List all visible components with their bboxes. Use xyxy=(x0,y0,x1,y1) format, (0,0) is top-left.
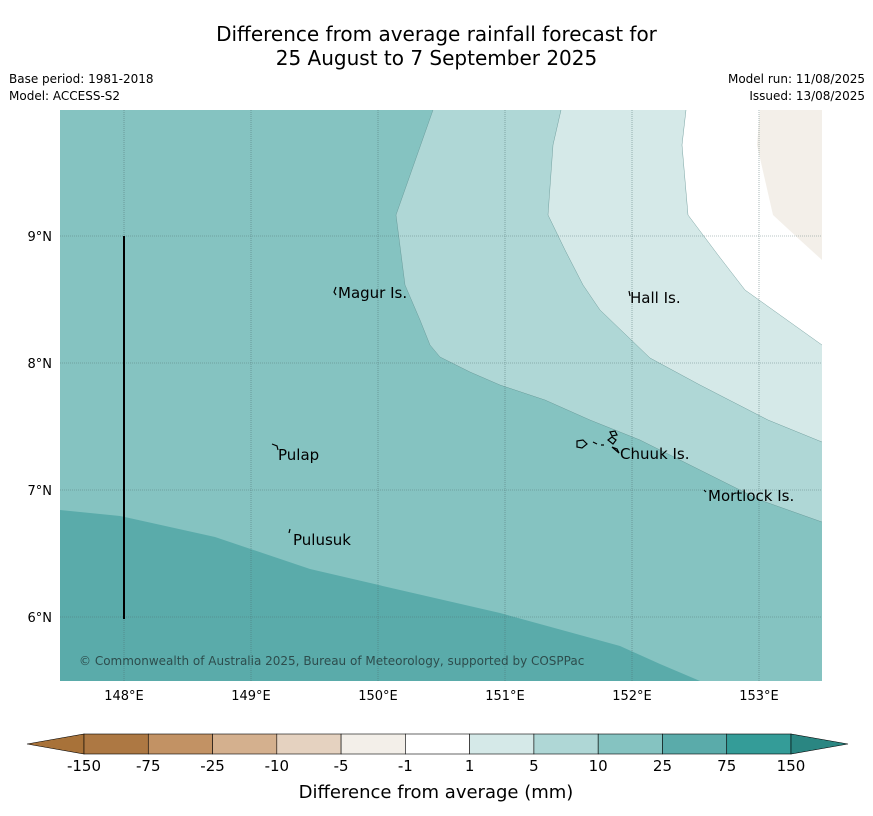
lon-tick-label: 152°E xyxy=(612,689,652,704)
colorbar-segment xyxy=(469,733,535,755)
lon-tick-label: 149°E xyxy=(231,689,271,704)
model-name: Model: ACCESS-S2 xyxy=(9,89,121,103)
gridlines xyxy=(60,110,822,681)
lat-axis: 9°N 8°N 7°N 6°N xyxy=(28,230,53,626)
lat-tick-label: 6°N xyxy=(28,611,53,626)
colorbar-segment xyxy=(662,733,728,755)
hall-island-shape xyxy=(628,290,631,297)
lat-tick-label: 7°N xyxy=(28,484,53,499)
lon-tick-label: 153°E xyxy=(739,689,779,704)
colorbar: -150 -75 -25 -10 -5 -1 1 5 10 25 75 150 xyxy=(26,733,849,775)
pulap-island-shape xyxy=(271,443,279,451)
lon-tick-label: 150°E xyxy=(358,689,398,704)
label-chuuk: Chuuk Is. xyxy=(620,445,689,463)
lon-tick-label: 148°E xyxy=(104,689,144,704)
colorbar-tick-label: 75 xyxy=(717,757,736,775)
label-pulap: Pulap xyxy=(278,446,319,464)
colorbar-tick-label: -10 xyxy=(265,757,290,775)
islands xyxy=(271,286,707,534)
lat-tick-label: 9°N xyxy=(28,230,53,245)
colorbar-segment xyxy=(147,733,213,755)
colorbar-segment xyxy=(276,733,342,755)
colorbar-tick-label: 10 xyxy=(589,757,608,775)
colorbar-segment xyxy=(83,733,149,755)
label-hall: Hall Is. xyxy=(630,289,681,307)
colorbar-segment xyxy=(340,733,406,755)
zone-25-75 xyxy=(60,510,700,681)
colorbar-extend-high xyxy=(790,733,849,755)
meta-left: Base period: 1981-2018 Model: ACCESS-S2 xyxy=(9,71,154,105)
colorbar-segment xyxy=(726,733,792,755)
pulusuk-island-shape xyxy=(288,528,291,534)
mortlock-island-shape xyxy=(703,489,707,493)
chuuk-island-shape xyxy=(576,430,620,454)
colorbar-tick-label: 5 xyxy=(529,757,539,775)
colorbar-tick-label: 150 xyxy=(777,757,806,775)
lon-axis: 148°E 149°E 150°E 151°E 152°E 153°E xyxy=(104,689,779,704)
label-magur: Magur Is. xyxy=(338,284,407,302)
colorbar-tick-label: 1 xyxy=(465,757,475,775)
lon-tick-label: 151°E xyxy=(485,689,525,704)
label-pulusuk: Pulusuk xyxy=(293,531,351,549)
title-line-2: 25 August to 7 September 2025 xyxy=(275,46,598,70)
copyright-text: © Commonwealth of Australia 2025, Bureau… xyxy=(79,654,584,668)
colorbar-tick-label: -25 xyxy=(200,757,225,775)
colorbar-segment xyxy=(405,733,470,755)
label-mortlock: Mortlock Is. xyxy=(708,487,794,505)
map-title: Difference from average rainfall forecas… xyxy=(0,22,873,70)
map-area: © Commonwealth of Australia 2025, Bureau… xyxy=(60,110,822,681)
colorbar-segment xyxy=(597,733,663,755)
colorbar-extend-low xyxy=(26,733,85,755)
place-labels: Magur Is. Hall Is. Pulap Chuuk Is. Mortl… xyxy=(278,284,794,549)
model-run: Model run: 11/08/2025 xyxy=(727,72,865,86)
base-period: Base period: 1981-2018 xyxy=(9,72,154,86)
colorbar-tick-label: -5 xyxy=(334,757,349,775)
zone-dry xyxy=(757,110,822,260)
colorbar-segment xyxy=(212,733,278,755)
magur-island-shape xyxy=(333,286,337,296)
colorbar-tick-label: -150 xyxy=(67,757,101,775)
colorbar-title: Difference from average (mm) xyxy=(299,782,574,803)
colorbar-tick-label: 25 xyxy=(653,757,672,775)
colorbar-tick-label: -75 xyxy=(136,757,161,775)
title-line-1: Difference from average rainfall forecas… xyxy=(216,22,657,46)
colorbar-segment xyxy=(533,733,599,755)
issued-date: Issued: 13/08/2025 xyxy=(749,89,865,103)
colorbar-tick-label: -1 xyxy=(398,757,413,775)
lat-tick-label: 8°N xyxy=(28,357,53,372)
meta-right: Model run: 11/08/2025 Issued: 13/08/2025 xyxy=(728,71,865,105)
